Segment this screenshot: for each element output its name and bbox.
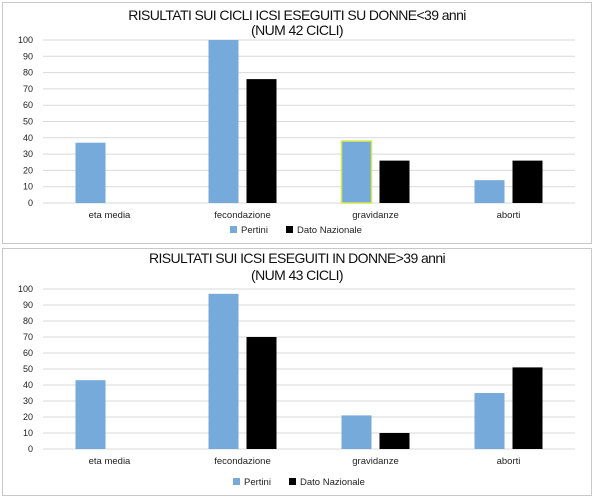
x-category-label: aborti (497, 210, 521, 221)
y-tick-label: 20 (23, 412, 33, 422)
bar-pertini-aborti (474, 180, 505, 203)
bar-pertini-aborti (474, 393, 505, 449)
y-tick-label: 30 (23, 149, 33, 159)
chart-under-39: RISULTATI SUI CICLI ICSI ESEGUITI SU DON… (18, 7, 575, 236)
y-tick-label: 40 (23, 380, 33, 390)
x-category-label: eta media (89, 456, 131, 467)
legend-label-pertini: Pertini (241, 225, 268, 236)
y-tick-label: 0 (28, 198, 33, 208)
chart-title: RISULTATI SUI ICSI ESEGUITI IN DONNE>39 … (149, 250, 446, 266)
x-category-label: eta media (89, 210, 131, 221)
y-tick-label: 80 (23, 316, 33, 326)
legend-label-nazionale: Dato Nazionale (300, 477, 365, 488)
x-category-label: fecondazione (214, 210, 271, 221)
y-tick-label: 30 (23, 396, 33, 406)
plot-area: 0 10 20 30 40 50 60 70 80 90 100 eta media fecondazi… (18, 284, 575, 467)
chart-panel-over-39: RISULTATI SUI ICSI ESEGUITI IN DONNE>39 … (2, 248, 592, 496)
y-tick-label: 70 (23, 332, 33, 342)
bar-pertini-fecondazione (208, 293, 239, 449)
legend-label-nazionale: Dato Nazionale (297, 225, 362, 236)
chart-over-39: RISULTATI SUI ICSI ESEGUITI IN DONNE>39 … (18, 250, 575, 488)
chart-title: RISULTATI SUI CICLI ICSI ESEGUITI SU DON… (128, 7, 466, 23)
x-category-label: aborti (497, 456, 521, 467)
y-tick-label: 60 (23, 348, 33, 358)
bar-pertini-gravidanze (340, 140, 373, 204)
y-tick-label: 10 (23, 182, 33, 192)
legend-swatch-nazionale (289, 478, 296, 485)
y-tick-label: 90 (23, 51, 33, 61)
y-tick-label: 70 (23, 84, 33, 94)
y-tick-label: 80 (23, 68, 33, 78)
y-tick-label: 20 (23, 165, 33, 175)
bar-nazionale-fecondazione (246, 337, 277, 449)
legend-swatch-pertini (230, 226, 237, 233)
legend-label-pertini: Pertini (244, 477, 271, 488)
bar-nazionale-aborti (512, 160, 543, 203)
bar-nazionale-gravidanze (379, 433, 410, 449)
y-tick-label: 0 (28, 444, 33, 454)
y-tick-label: 10 (23, 428, 33, 438)
bar-nazionale-aborti (512, 367, 543, 449)
bar-pertini-gravidanze (341, 415, 372, 449)
bar-pertini-fecondazione (208, 40, 239, 203)
bar-pertini-eta-media (75, 380, 106, 449)
legend: Pertini Dato Nazionale (230, 225, 362, 236)
legend-swatch-pertini (233, 478, 240, 485)
plot-area: 0 10 20 30 40 50 60 70 80 90 100 eta media fecondazi… (18, 35, 575, 221)
y-tick-label: 40 (23, 133, 33, 143)
bar-pertini-eta-media (75, 142, 106, 203)
y-tick-label: 60 (23, 100, 33, 110)
chart-panel-under-39: RISULTATI SUI CICLI ICSI ESEGUITI SU DON… (2, 2, 592, 244)
y-tick-label: 50 (23, 364, 33, 374)
bar-nazionale-fecondazione (246, 79, 277, 203)
legend: Pertini Dato Nazionale (233, 477, 365, 488)
x-category-label: gravidanze (352, 210, 398, 221)
x-category-label: gravidanze (352, 456, 398, 467)
chart-subtitle: (NUM 42 CICLI) (251, 22, 343, 38)
chart-subtitle: (NUM 43 CICLI) (251, 267, 343, 283)
y-tick-label: 90 (23, 300, 33, 310)
legend-swatch-nazionale (286, 226, 293, 233)
x-category-label: fecondazione (214, 456, 271, 467)
y-tick-label: 100 (18, 284, 33, 294)
y-tick-label: 50 (23, 117, 33, 127)
y-tick-label: 100 (18, 35, 33, 45)
bar-nazionale-gravidanze (379, 160, 410, 203)
